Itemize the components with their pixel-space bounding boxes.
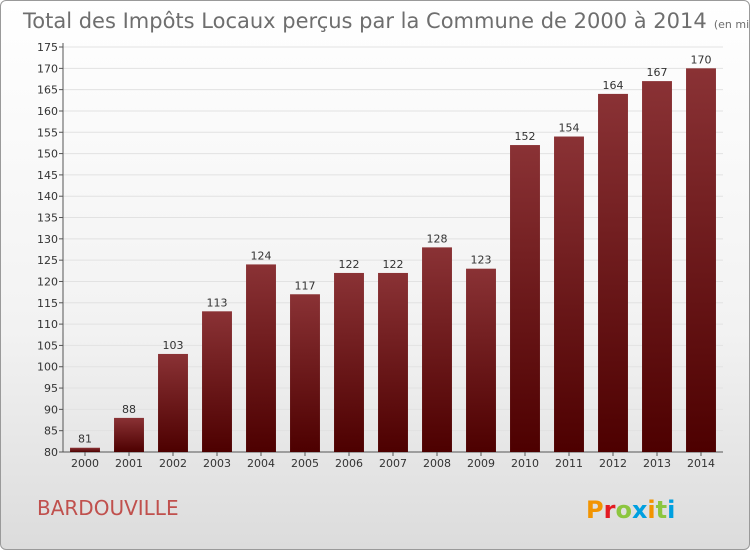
y-tick-label-105: 105 bbox=[37, 339, 58, 352]
bar-value-label-2004: 124 bbox=[251, 249, 272, 262]
x-tick-label-2013: 2013 bbox=[643, 457, 671, 470]
commune-name: BARDOUVILLE bbox=[37, 496, 179, 520]
proxiti-logo: Proxiti bbox=[586, 496, 675, 524]
logo-letter: x bbox=[632, 496, 648, 524]
y-tick-label-85: 85 bbox=[44, 425, 58, 438]
bar-value-label-2013: 167 bbox=[647, 66, 668, 79]
y-tick-label-95: 95 bbox=[44, 382, 58, 395]
bar-value-label-2005: 117 bbox=[295, 279, 316, 292]
x-tick-label-2009: 2009 bbox=[467, 457, 495, 470]
bar-2001 bbox=[114, 417, 144, 452]
chart-title-text: Total des Impôts Locaux perçus par la Co… bbox=[22, 9, 707, 33]
chart-unit: (en milliers d'€) bbox=[714, 18, 749, 31]
bar-value-label-2003: 113 bbox=[207, 296, 228, 309]
y-tick-label-150: 150 bbox=[37, 148, 58, 161]
y-tick-label-160: 160 bbox=[37, 105, 58, 118]
x-tick-label-2007: 2007 bbox=[379, 457, 407, 470]
bar-2009 bbox=[466, 268, 496, 452]
bar-value-label-2000: 81 bbox=[78, 433, 92, 446]
y-tick-label-175: 175 bbox=[37, 41, 58, 54]
x-tick-label-2003: 2003 bbox=[203, 457, 231, 470]
chart-title: Total des Impôts Locaux perçus par la Co… bbox=[22, 9, 749, 33]
bar-2004 bbox=[246, 264, 276, 452]
x-tick-label-2000: 2000 bbox=[71, 457, 99, 470]
x-tick-label-2004: 2004 bbox=[247, 457, 275, 470]
bar-2000 bbox=[70, 447, 100, 452]
bar-2012 bbox=[598, 93, 628, 452]
bar-2005 bbox=[290, 294, 320, 452]
y-tick-label-170: 170 bbox=[37, 62, 58, 75]
logo-letter: i bbox=[647, 496, 655, 524]
y-tick-label-80: 80 bbox=[44, 446, 58, 459]
y-tick-label-100: 100 bbox=[37, 361, 58, 374]
bar-2003 bbox=[202, 311, 232, 452]
y-tick-label-125: 125 bbox=[37, 254, 58, 267]
y-tick-label-155: 155 bbox=[37, 126, 58, 139]
x-tick-label-2008: 2008 bbox=[423, 457, 451, 470]
y-tick-label-165: 165 bbox=[37, 84, 58, 97]
bar-2014 bbox=[686, 68, 716, 452]
bar-value-label-2014: 170 bbox=[691, 53, 712, 66]
bar-value-label-2001: 88 bbox=[122, 403, 136, 416]
bar-value-label-2011: 154 bbox=[559, 122, 580, 135]
bars: 81 88 103 113 124 117 122 122 128 123 152 154 164 167… bbox=[70, 53, 716, 453]
bar-2013 bbox=[642, 81, 672, 453]
bar-value-label-2006: 122 bbox=[339, 258, 360, 271]
logo-letter: r bbox=[604, 496, 616, 524]
y-tick-label-110: 110 bbox=[37, 318, 58, 331]
y-tick-label-135: 135 bbox=[37, 212, 58, 225]
bar-2002 bbox=[158, 353, 188, 452]
bar-value-label-2008: 128 bbox=[427, 232, 448, 245]
y-tick-label-120: 120 bbox=[37, 275, 58, 288]
logo-letter: i bbox=[667, 496, 675, 524]
bar-value-label-2010: 152 bbox=[515, 130, 536, 143]
bar-2011 bbox=[554, 136, 584, 453]
x-tick-label-2006: 2006 bbox=[335, 457, 363, 470]
x-tick-label-2011: 2011 bbox=[555, 457, 583, 470]
y-tick-label-140: 140 bbox=[37, 190, 58, 203]
x-tick-label-2012: 2012 bbox=[599, 457, 627, 470]
y-tick-label-130: 130 bbox=[37, 233, 58, 246]
bar-2006 bbox=[334, 272, 364, 452]
y-tick-label-145: 145 bbox=[37, 169, 58, 182]
x-tick-label-2002: 2002 bbox=[159, 457, 187, 470]
x-tick-label-2014: 2014 bbox=[687, 457, 715, 470]
bar-2008 bbox=[422, 247, 452, 452]
logo-letter: P bbox=[586, 496, 604, 524]
bar-value-label-2002: 103 bbox=[163, 339, 184, 352]
bar-value-label-2012: 164 bbox=[603, 79, 624, 92]
logo-letter: o bbox=[615, 496, 632, 524]
logo-letter: t bbox=[656, 496, 667, 524]
x-tick-label-2010: 2010 bbox=[511, 457, 539, 470]
x-tick-label-2005: 2005 bbox=[291, 457, 319, 470]
bar-value-label-2009: 123 bbox=[471, 254, 492, 267]
x-tick-label-2001: 2001 bbox=[115, 457, 143, 470]
bar-2007 bbox=[378, 272, 408, 452]
y-tick-label-115: 115 bbox=[37, 297, 58, 310]
y-tick-label-90: 90 bbox=[44, 403, 58, 416]
bar-2010 bbox=[510, 145, 540, 453]
bar-value-label-2007: 122 bbox=[383, 258, 404, 271]
